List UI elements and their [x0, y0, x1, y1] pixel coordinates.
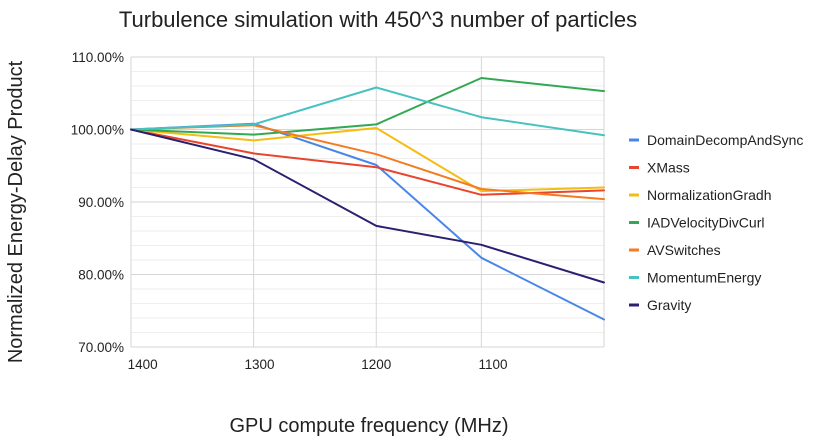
series-line-momentum-energy — [130, 86, 605, 137]
y-tick-label: 70.00% — [78, 340, 124, 355]
series-line-normalization-gradh — [130, 127, 605, 193]
y-axis-title: Normalized Energy-Delay Product — [5, 60, 27, 363]
x-tick-labels: 1400 1300 1200 1100 — [128, 357, 508, 372]
x-tick-label: 1100 — [479, 357, 508, 372]
legend-label-xmass: XMass — [647, 160, 690, 176]
legend-label-domain-decomp-and-sync: DomainDecompAndSync — [647, 132, 803, 148]
legend-label-gravity: Gravity — [647, 297, 691, 313]
y-tick-label: 110.00% — [72, 50, 124, 65]
x-tick-label: 1300 — [244, 357, 274, 372]
grid — [130, 56, 605, 348]
x-tick-label: 1400 — [128, 357, 158, 372]
y-tick-label: 90.00% — [78, 195, 124, 210]
legend-label-avswitches: AVSwitches — [647, 242, 721, 258]
legend: DomainDecompAndSync XMass NormalizationGra… — [629, 132, 803, 313]
legend-label-normalization-gradh: NormalizationGradh — [647, 187, 772, 203]
series-line-iadvelocity-div-curl — [130, 77, 605, 136]
legend-label-iadvelocity-div-curl: IADVelocityDivCurl — [647, 215, 764, 231]
x-tick-label: 1200 — [361, 357, 391, 372]
y-tick-labels: 70.00% 80.00% 90.00% 100.00% 110.00% — [71, 50, 124, 355]
series-line-gravity — [130, 128, 605, 284]
y-tick-label: 80.00% — [78, 268, 124, 283]
legend-label-momentum-energy: MomentumEnergy — [647, 270, 761, 286]
x-axis-title: GPU compute frequency (MHz) — [230, 415, 509, 437]
chart-title: Turbulence simulation with 450^3 number … — [119, 7, 637, 32]
series-lines — [130, 77, 605, 321]
y-tick-label: 100.00% — [71, 123, 124, 138]
